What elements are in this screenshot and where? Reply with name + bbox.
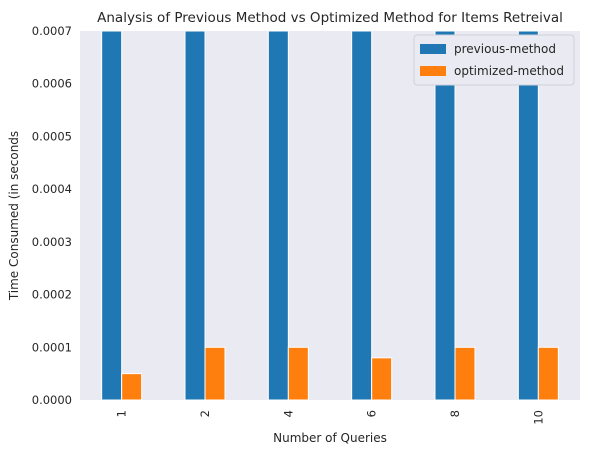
y-axis-ticks: 0.0000 0.0001 0.0002 0.0003 0.0004 0.0005 0.00… [32, 24, 72, 407]
x-tick-label: 10 [531, 410, 545, 425]
y-tick-label: 0.0002 [32, 288, 72, 302]
y-tick-label: 0.0006 [32, 77, 72, 91]
x-tick-label: 1 [115, 410, 129, 417]
bar-previous-method-2 [184, 30, 206, 401]
chart-title: Analysis of Previous Method vs Optimized… [97, 10, 563, 26]
x-axis-label: Number of Queries [273, 431, 387, 445]
legend-label-previous-method: previous-method [454, 42, 556, 56]
legend-swatch-previous-method [420, 44, 446, 54]
bar-previous-method-1 [101, 30, 123, 401]
x-tick-label: 8 [448, 410, 462, 417]
legend-label-optimized-method: optimized-method [454, 64, 564, 78]
y-tick-label: 0.0001 [32, 340, 72, 354]
bar-optimized-method-10 [537, 346, 559, 401]
x-tick-label: 2 [198, 410, 212, 417]
legend: previous-method optimized-method [413, 34, 575, 86]
bar-optimized-method-2 [204, 346, 226, 401]
bar-previous-method-6 [351, 30, 373, 401]
y-tick-label: 0.0004 [32, 182, 72, 196]
y-tick-label: 0.0005 [32, 129, 72, 143]
bar-previous-method-8 [434, 30, 456, 401]
y-axis-label: Time Consumed (in seconds [7, 131, 21, 301]
x-tick-label: 6 [365, 410, 379, 417]
y-tick-label: 0.0007 [32, 24, 72, 38]
bars [101, 30, 559, 401]
x-tick-label: 4 [281, 410, 295, 417]
y-tick-label: 0.0000 [32, 393, 72, 407]
bar-previous-method-4 [267, 30, 289, 401]
legend-box [413, 34, 575, 86]
y-tick-label: 0.0003 [32, 235, 72, 249]
x-axis-ticks: 1 2 4 6 8 10 [115, 410, 546, 425]
bar-previous-method-10 [517, 30, 539, 401]
plot-background [80, 31, 580, 400]
bar-optimized-method-1 [121, 373, 143, 401]
bar-optimized-method-6 [371, 357, 393, 401]
legend-swatch-optimized-method [420, 66, 446, 76]
bar-optimized-method-8 [454, 346, 476, 401]
bar-optimized-method-4 [287, 346, 309, 401]
